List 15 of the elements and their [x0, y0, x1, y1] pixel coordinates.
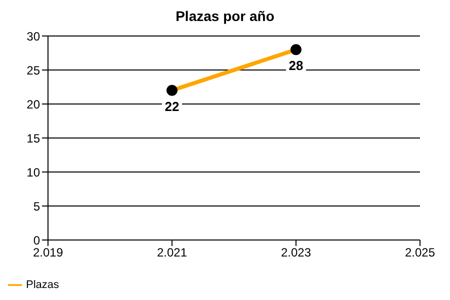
x-tick-label: 2.023	[280, 246, 312, 260]
chart-title: Plazas por año	[174, 8, 276, 26]
x-tick-label: 2.019	[32, 246, 64, 260]
x-tick-label: 2.021	[156, 246, 188, 260]
y-tick-label: 30	[26, 29, 40, 44]
x-tick-label: 2.025	[404, 246, 436, 260]
y-tick-label: 10	[26, 165, 40, 180]
y-tick-label: 15	[26, 131, 40, 146]
legend-label: Plazas	[26, 278, 60, 291]
y-tick-label: 0	[33, 233, 40, 248]
y-tick-label: 25	[26, 63, 40, 78]
y-tick-label: 5	[33, 199, 40, 214]
y-tick-label: 20	[26, 97, 40, 112]
data-label: 22	[164, 98, 180, 114]
data-label: 28	[288, 58, 304, 74]
